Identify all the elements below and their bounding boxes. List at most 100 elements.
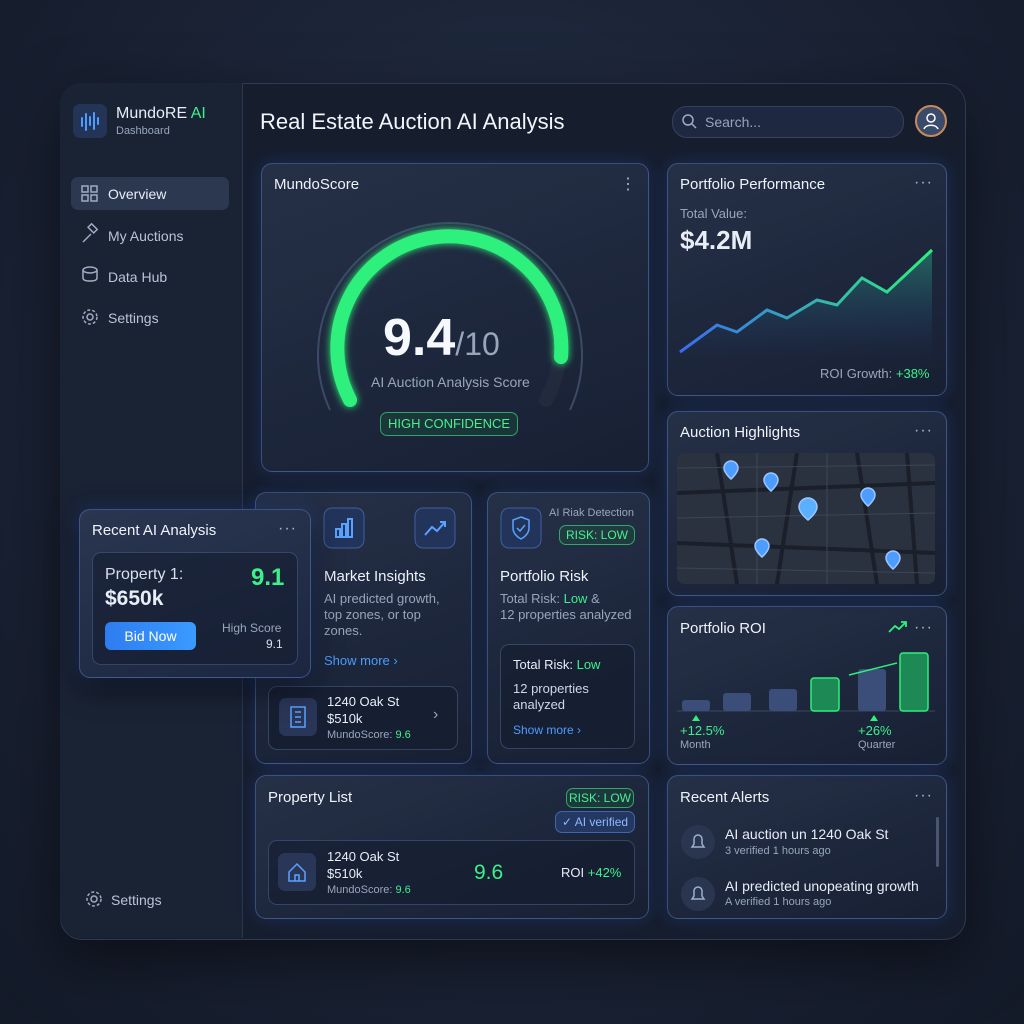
roi-stat-value: +26% [858, 723, 892, 738]
card-title: MundoScore [274, 176, 360, 193]
risk-detection: AI Riak Detection [549, 507, 634, 519]
roi-growth: ROI Growth: +38% [820, 366, 930, 381]
insights-text: AI predicted growth, top zones, or top z… [324, 591, 440, 638]
score-value: 9.6 [395, 729, 411, 741]
roi-value: +38% [895, 366, 930, 381]
search-placeholder: Search... [705, 114, 762, 130]
roi-label: ROI Growth: [820, 366, 893, 381]
score-value: 9.6 [395, 884, 411, 896]
property-roi: ROI +42% [561, 865, 621, 880]
roi-stat-label: Quarter [858, 739, 896, 751]
menu-dots[interactable]: ··· [278, 520, 297, 537]
show-more-link[interactable]: Show more › [324, 653, 398, 668]
property-score: MundoScore: 9.6 [327, 884, 411, 896]
confidence-badge: HIGH CONFIDENCE [380, 412, 518, 436]
roi-label: ROI [561, 865, 585, 880]
score-value: 9.4 [383, 309, 456, 367]
property-address: 1240 Oak St [327, 849, 400, 864]
risk-inner-label: Total Risk: [513, 657, 573, 672]
map [677, 453, 935, 584]
card-title: Recent Alerts [680, 789, 770, 806]
brand-accent: AI [190, 105, 206, 122]
link-text: Show more [324, 653, 390, 668]
property-row[interactable] [268, 840, 635, 905]
bid-button[interactable]: Bid Now [105, 622, 196, 650]
card-title: Recent AI Analysis [92, 522, 217, 539]
logo [73, 104, 107, 138]
score-label: MundoScore: [327, 729, 393, 741]
building-icon [279, 698, 317, 736]
menu-dots[interactable]: ⋮ [620, 176, 637, 193]
link-text: Show more [513, 723, 574, 737]
analysis-score: 9.1 [251, 564, 285, 591]
score-label: MundoScore: [327, 884, 393, 896]
gauge [317, 222, 583, 411]
settings-icon [86, 891, 102, 907]
show-more-link[interactable]: Show more › [513, 723, 582, 737]
search-box[interactable] [672, 106, 904, 138]
trend-icon [888, 621, 907, 633]
risk-inner-line: Total Risk: Low [513, 657, 600, 672]
alert-text: AI auction un 1240 Oak St [725, 826, 889, 842]
roi-arrows [692, 715, 878, 721]
card-title: Property List [268, 789, 353, 806]
roi-stat-value: +12.5% [680, 723, 725, 738]
verified-badge: ✓ AI verified [555, 811, 635, 833]
roi-value: +42% [587, 865, 622, 880]
nav-item[interactable]: Data Hub [108, 269, 168, 285]
alert-icons [681, 825, 715, 911]
nav-active-bg [71, 177, 229, 210]
nav-item[interactable]: My Auctions [108, 228, 184, 244]
total-label: Total Value: [680, 206, 747, 221]
score-caption: AI Auction Analysis Score [371, 374, 530, 390]
nav-item[interactable]: Overview [108, 186, 167, 202]
risk-badge: RISK: LOW [559, 525, 635, 545]
card-title: Auction Highlights [680, 424, 801, 441]
menu-dots[interactable]: ··· [914, 422, 933, 439]
risk-line2: 12 properties analyzed [500, 607, 632, 622]
risk-inner-level: Low [576, 657, 601, 672]
nav-icons [81, 185, 99, 325]
scrollbar [936, 817, 939, 867]
risk-inner [500, 644, 635, 749]
property-address: 1240 Oak St [327, 694, 400, 709]
alert-meta: 3 verified 1 hours ago [725, 845, 831, 857]
risk-badge: RISK: LOW [566, 788, 634, 808]
card-title: Portfolio Risk [500, 568, 589, 585]
alert-meta: A verified 1 hours ago [725, 896, 832, 908]
analysis-property: Property 1: [105, 566, 184, 583]
sidebar-footer[interactable]: Settings [111, 892, 162, 908]
alert-text: AI predicted unopeating growth [725, 878, 919, 894]
total-value: $4.2M [680, 225, 753, 255]
mundoscore-card [261, 163, 649, 472]
risk-inner-text: 12 properties analyzed [513, 681, 589, 712]
property-price: $510k [327, 711, 363, 726]
brand-subtitle: Dashboard [116, 125, 170, 137]
shield-icon [500, 507, 542, 549]
card-title: Market Insights [324, 568, 426, 585]
property-price: $510k [327, 866, 363, 881]
score-value: 9.1 [266, 637, 283, 651]
big-score: 9.6 [474, 861, 504, 884]
risk-level: Low [563, 591, 588, 606]
brand: MundoRE AI [116, 105, 206, 123]
nav-item[interactable]: Settings [108, 310, 159, 326]
score-suffix: /10 [455, 326, 500, 362]
chevron: › [433, 706, 439, 723]
property-score: MundoScore: 9.6 [327, 729, 411, 741]
search-icon [682, 114, 697, 129]
avatar[interactable] [915, 105, 947, 137]
menu-dots[interactable]: ··· [914, 619, 933, 636]
roi-stat-label: Month [680, 739, 711, 751]
risk-text: Total Risk: Low & 12 properties analyzed [500, 591, 645, 623]
home-icon [278, 853, 316, 891]
menu-dots[interactable]: ··· [914, 787, 933, 804]
analysis-price: $650k [105, 587, 164, 610]
performance-sparkline [679, 248, 934, 360]
card-title: Portfolio ROI [680, 620, 766, 637]
page-title: Real Estate Auction AI Analysis [260, 109, 565, 134]
menu-dots[interactable]: ··· [914, 174, 933, 191]
score-label: High Score [222, 621, 282, 635]
